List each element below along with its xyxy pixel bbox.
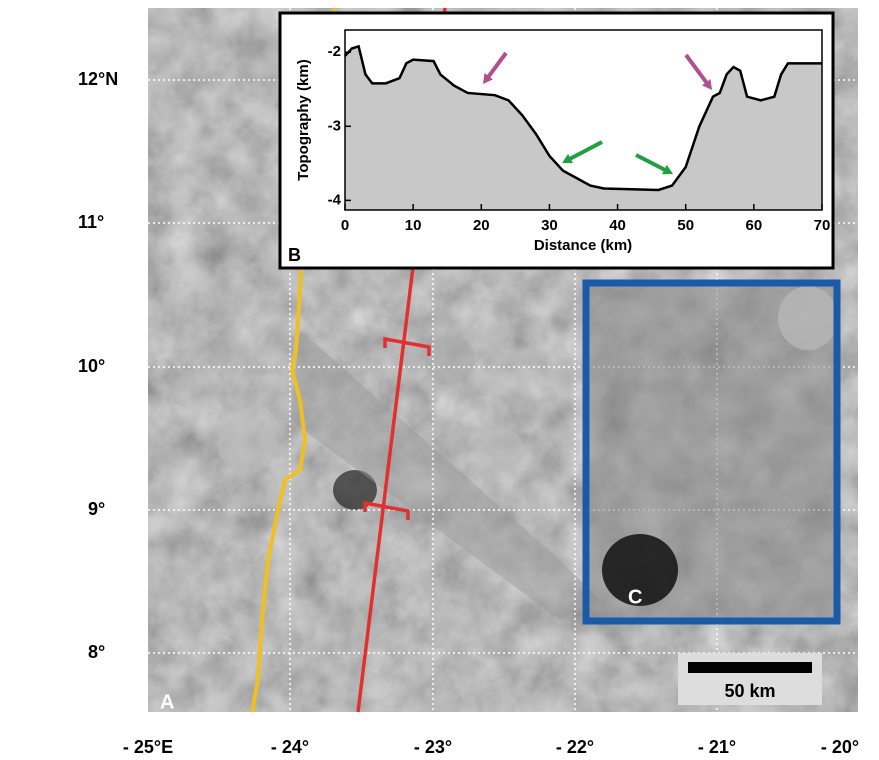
x-tick-label: 50 (677, 217, 694, 234)
arrow (484, 51, 508, 81)
panel-label: C (628, 586, 642, 608)
profile-line (344, 44, 822, 192)
x-tick-label: 60 (746, 217, 763, 234)
crater (476, 428, 524, 472)
scale-bar-bg (678, 653, 822, 705)
y-tick-label: -4 (328, 191, 342, 208)
crater (602, 534, 678, 606)
lat-label: 11° (78, 212, 104, 232)
scale-label: 50 km (724, 681, 775, 701)
arrow-head (562, 153, 573, 164)
lon-label: - 21° (698, 737, 736, 757)
lon-label: - 20° (821, 737, 859, 757)
crater (218, 417, 278, 473)
lon-labels: - 25°E - 24° - 23° - 22° - 21° - 20° (123, 737, 859, 757)
x-axis-label: Distance (km) (534, 237, 632, 254)
lat-label: 12°N (78, 69, 118, 89)
profile-bracket (383, 336, 431, 356)
lat-label: 9° (88, 499, 105, 519)
lat-label: 8° (88, 642, 105, 662)
zoom-box (582, 279, 841, 625)
arrow-head (702, 79, 712, 90)
y-axis-label: Topography (km) (295, 59, 312, 180)
y-tick-label: -3 (328, 117, 341, 134)
profile-bracket (363, 500, 410, 520)
x-tick-label: 30 (541, 217, 558, 234)
crater (778, 286, 838, 350)
x-tick-label: 10 (405, 217, 422, 234)
plot-frame (344, 29, 823, 211)
profile-area (345, 46, 822, 210)
lon-label: - 23° (414, 737, 452, 757)
arrow (635, 153, 669, 174)
x-tick-label: 40 (609, 217, 626, 234)
lon-label: - 24° (271, 737, 309, 757)
arrow-head (662, 164, 673, 175)
scale-bar (688, 662, 812, 673)
profile-inset: B Distance (km) Topography (km) N S 0102… (278, 11, 835, 270)
lat-labels: 12°N 11° 10° 9° 8° (78, 69, 118, 662)
x-tick-label: 20 (473, 217, 490, 234)
lon-label: - 22° (556, 737, 594, 757)
x-tick-label: 70 (814, 217, 831, 234)
valley (290, 330, 600, 620)
crater (333, 470, 377, 510)
arrow (566, 140, 603, 162)
arrow (684, 53, 711, 87)
x-tick-label: 0 (341, 217, 349, 234)
y-tick-label: -2 (328, 43, 341, 60)
crater (425, 335, 475, 385)
arrow-head (483, 73, 493, 84)
lat-label: 10° (78, 356, 105, 376)
panel-label: B (288, 245, 301, 265)
panel-label: A (160, 691, 174, 713)
lon-label: - 25°E (123, 737, 173, 757)
